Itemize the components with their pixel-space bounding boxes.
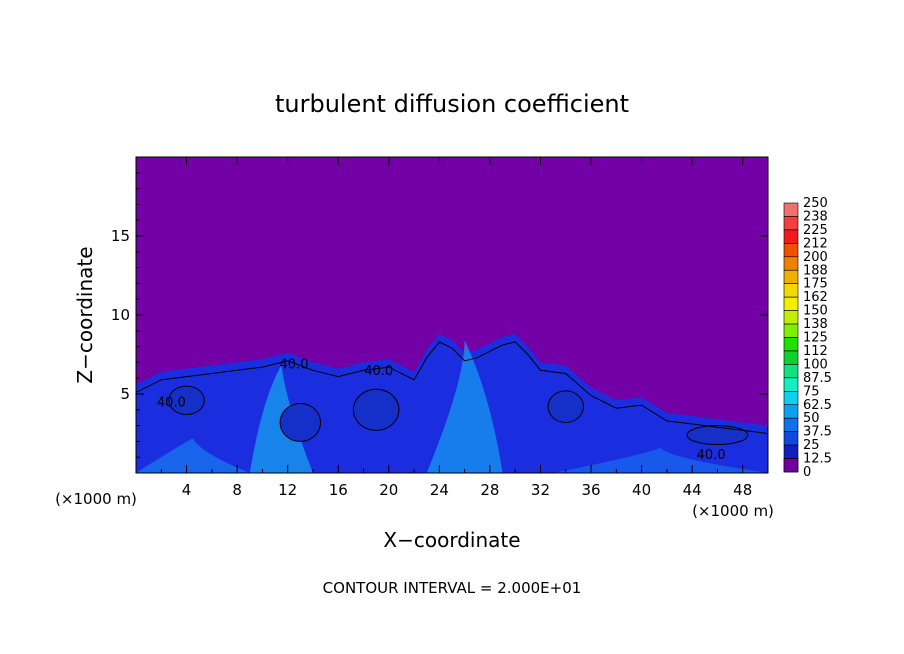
y-axis: 5 10 15 — [111, 172, 768, 458]
contour-line — [136, 341, 768, 434]
colorbar-swatch — [783, 364, 799, 379]
colorbar-label: 150 — [803, 304, 828, 319]
colorbar-swatch — [783, 296, 799, 311]
plume-region — [136, 438, 250, 473]
x-unit-right: (×1000 m) — [692, 502, 774, 520]
contour-swirl — [352, 388, 400, 431]
colorbar-swatch — [783, 243, 799, 258]
colorbar-label: 138 — [803, 317, 828, 332]
colorbar-swatch — [783, 283, 799, 298]
x-tick-label: 8 — [232, 481, 242, 499]
plot-area — [136, 157, 768, 473]
colorbar-swatch — [783, 404, 799, 419]
colorbar-swatch — [783, 323, 799, 338]
colorbar-swatch — [783, 458, 799, 473]
chart-title: turbulent diffusion coefficient — [275, 90, 629, 118]
x-tick-label: 36 — [581, 481, 600, 499]
colorbar-label: 125 — [803, 331, 828, 346]
y-tick-label: 15 — [111, 227, 130, 245]
colorbar-label: 225 — [803, 223, 828, 238]
colorbar-label: 25 — [803, 438, 820, 453]
contour-swirl — [547, 390, 584, 423]
x-tick-label: 12 — [278, 481, 297, 499]
colorbar-swatch — [783, 337, 799, 352]
x-tick-label: 40 — [632, 481, 651, 499]
x-tick-label: 16 — [329, 481, 348, 499]
contour-swirl — [168, 385, 205, 416]
colorbar-label: 87.5 — [803, 371, 832, 386]
colorbar-label: 75 — [803, 384, 820, 399]
colorbar-label: 162 — [803, 290, 828, 305]
colorbar-label: 112 — [803, 344, 828, 359]
contour-labels: 40.0 40.0 40.0 40.0 — [157, 358, 726, 463]
x-tick-label: 44 — [683, 481, 702, 499]
contour-label: 40.0 — [697, 448, 726, 463]
y-tick-label: 10 — [111, 306, 130, 324]
colorbar-label: 250 — [803, 196, 828, 211]
contour-label: 40.0 — [157, 396, 186, 411]
x-tick-label: 4 — [182, 481, 192, 499]
colorbar-label: 50 — [803, 411, 820, 426]
contour-label: 40.0 — [280, 358, 309, 373]
colorbar-label: 212 — [803, 236, 828, 251]
colorbar-swatch — [783, 350, 799, 365]
x-axis-label: X−coordinate — [383, 528, 520, 552]
colorbar-swatch — [783, 431, 799, 446]
contour-swirl — [279, 402, 322, 442]
colorbar-swatch — [783, 216, 799, 231]
colorbar-swatch — [783, 444, 799, 459]
colorbar-label: 0 — [803, 465, 811, 480]
colorbar-label: 175 — [803, 277, 828, 292]
contour-swirl — [686, 425, 749, 446]
x-tick-label: 20 — [379, 481, 398, 499]
x-tick-label: 48 — [733, 481, 752, 499]
colorbar-swatch — [783, 202, 799, 217]
colorbar-swatch — [783, 417, 799, 432]
colorbar-swatch — [783, 377, 799, 392]
colorbar-label: 37.5 — [803, 425, 832, 440]
plume-region — [426, 340, 503, 473]
colorbar-swatch — [783, 256, 799, 271]
y-axis-label: Z−coordinate — [73, 246, 97, 383]
x-tick-label: 24 — [430, 481, 449, 499]
colorbar-swatch — [783, 229, 799, 244]
colorbar-swatch — [783, 310, 799, 325]
colorbar-label: 12.5 — [803, 452, 832, 467]
colorbar-label: 238 — [803, 209, 828, 224]
colorbar-label: 200 — [803, 250, 828, 265]
colorbar-label: 188 — [803, 263, 828, 278]
x-axis: 4 8 12 16 20 24 28 32 36 40 44 48 — [160, 157, 752, 499]
colorbar-label: 62.5 — [803, 398, 832, 413]
plume-region — [553, 447, 768, 473]
colorbar-swatch — [783, 269, 799, 284]
colorbar-label: 100 — [803, 357, 828, 372]
x-tick-label: 32 — [531, 481, 550, 499]
x-tick-label: 28 — [480, 481, 499, 499]
y-tick-label: 5 — [120, 385, 130, 403]
colorbar-swatch — [783, 390, 799, 406]
x-unit-left: (×1000 m) — [55, 490, 137, 508]
contour-label: 40.0 — [364, 364, 393, 379]
contour-interval-note: CONTOUR INTERVAL = 2.000E+01 — [323, 579, 582, 597]
colorbar: 2502382252122001881751621501381251121008… — [783, 196, 832, 480]
